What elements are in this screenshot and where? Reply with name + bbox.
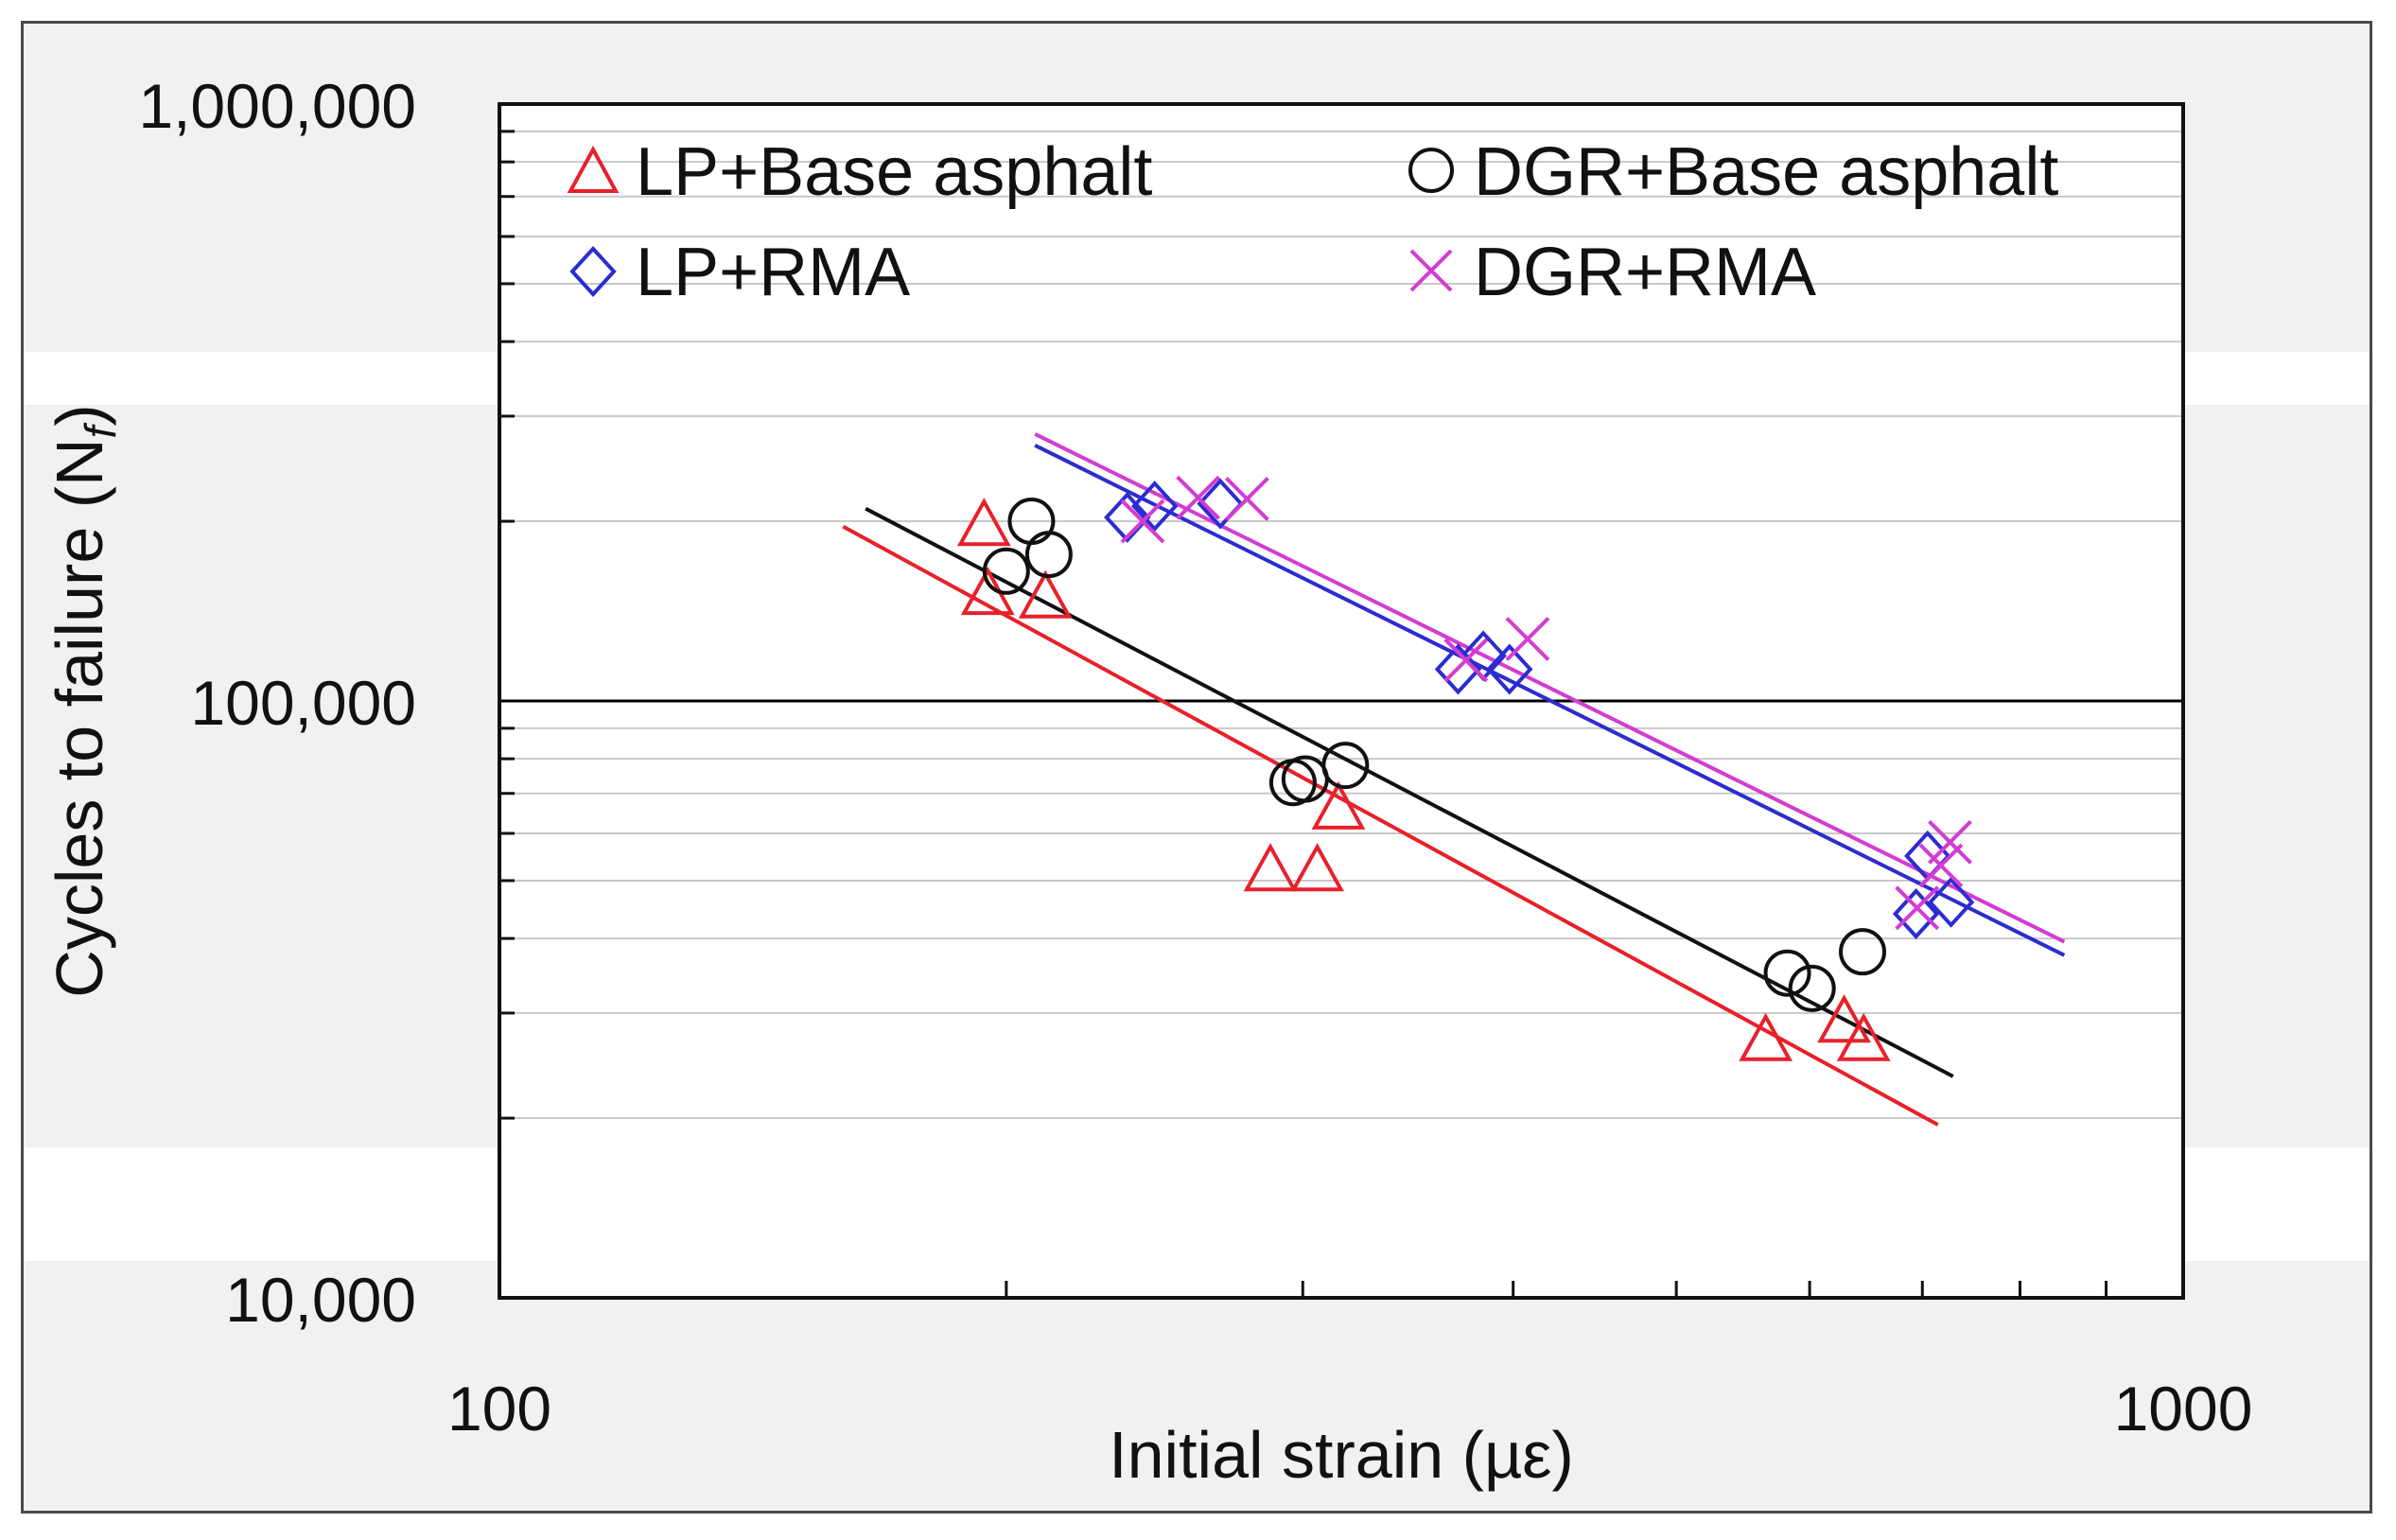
data-markers — [956, 475, 1975, 1061]
data-point-triangle — [1739, 1012, 1793, 1061]
data-point-triangle — [1018, 569, 1073, 619]
x-tick-label: 100 — [447, 1374, 551, 1444]
fit-lines — [842, 432, 2066, 1127]
data-point-circle — [982, 547, 1030, 595]
legend-item-dgr-rma: DGR+RMA — [1409, 235, 1816, 310]
y-axis-title-main: Cycles to failure (N — [43, 438, 116, 997]
data-point-diamond — [1104, 492, 1151, 543]
data-point-triangle — [1290, 843, 1344, 892]
data-point-triangle — [1311, 780, 1366, 830]
legend-marker-circle — [1408, 148, 1454, 193]
data-point-circle — [1024, 531, 1073, 579]
fit-line — [842, 524, 1939, 1127]
data-point-diamond — [1927, 876, 1975, 928]
x-axis-title: Initial strain (µε) — [1109, 1418, 1574, 1492]
data-point-diamond — [1892, 888, 1940, 939]
fit-line — [1034, 432, 2066, 944]
fit-line — [865, 506, 1954, 1078]
data-point-x — [1505, 617, 1550, 661]
data-point-triangle — [1817, 994, 1871, 1043]
y-tick-label: 10,000 — [225, 1265, 416, 1335]
data-point-x — [1224, 477, 1269, 521]
legend-label: DGR+RMA — [1474, 235, 1816, 310]
data-point-circle — [1839, 928, 1887, 976]
plot-border — [498, 102, 2185, 1300]
legend-item-lp-rma: LP+RMA — [569, 235, 910, 310]
data-point-diamond — [1131, 481, 1179, 533]
data-point-x — [1918, 843, 1964, 888]
legend-label: LP+RMA — [636, 235, 910, 310]
data-point-circle — [1763, 949, 1811, 997]
data-point-diamond — [1434, 643, 1482, 695]
data-point-circle — [1321, 742, 1370, 790]
legend-label: DGR+Base asphalt — [1474, 134, 2058, 210]
legend: LP+Base asphalt DGR+Base asphalt LP+RMA … — [567, 134, 2058, 310]
data-point-circle — [1788, 964, 1836, 1012]
y-tick-label: 1,000,000 — [138, 71, 416, 141]
grid-lines — [499, 130, 2183, 1120]
data-point-x — [1176, 475, 1221, 520]
fit-line — [1034, 444, 2066, 957]
data-point-triangle — [1243, 843, 1298, 892]
legend-label: LP+Base asphalt — [636, 134, 1152, 210]
data-point-x — [1443, 638, 1489, 683]
data-point-x — [1928, 819, 1972, 865]
data-point-diamond — [1197, 478, 1244, 530]
legend-marker-x — [1409, 249, 1453, 292]
x-tick-label: 1000 — [2114, 1374, 2253, 1444]
data-point-triangle — [1836, 1012, 1891, 1061]
y-axis-title-close: ) — [43, 404, 116, 426]
data-point-x — [1895, 885, 1940, 931]
axis-ticks — [499, 130, 2108, 1298]
data-point-triangle — [956, 498, 1011, 547]
legend-item-dgr-base: DGR+Base asphalt — [1408, 134, 2058, 210]
y-axis-title-subscript: f — [76, 422, 125, 438]
y-axis-title: Cycles to failure (Nf) — [43, 404, 125, 997]
data-point-x — [1120, 499, 1165, 544]
y-tick-label: 100,000 — [190, 668, 416, 738]
legend-item-lp-base: LP+Base asphalt — [567, 134, 1152, 210]
data-point-diamond — [1486, 643, 1533, 695]
legend-marker-triangle — [567, 145, 620, 193]
legend-marker-diamond — [569, 246, 617, 297]
